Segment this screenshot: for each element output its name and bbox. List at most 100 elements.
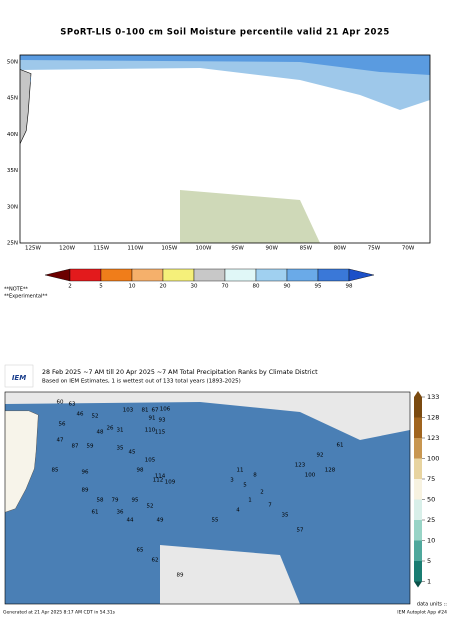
district-rank: 7 (268, 503, 272, 509)
colorbar-label: 1 (427, 578, 431, 586)
district-rank: 46 (77, 412, 84, 418)
district-rank: 49 (157, 518, 164, 524)
district-rank: 5 (243, 483, 247, 489)
colorbar-label: 10 (427, 537, 435, 545)
district-rank: 47 (57, 438, 64, 444)
district-rank: 26 (107, 426, 114, 432)
lon-label: 120W (59, 246, 75, 252)
colorbar-segment (414, 417, 422, 438)
district-rank: 96 (82, 470, 89, 476)
district-rank: 59 (87, 444, 94, 450)
district-rank: 115 (155, 430, 166, 436)
colorbar-segment (224, 268, 257, 282)
district-rank: 3 (230, 478, 234, 484)
colorbar-segment (414, 438, 422, 459)
district-rank: 11 (237, 468, 244, 474)
colorbar-end (44, 268, 71, 282)
colorbar-label: 95 (315, 284, 322, 290)
district-rank: 95 (132, 498, 139, 504)
colorbar-segment (414, 520, 422, 541)
district-rank: 52 (147, 504, 154, 510)
district-rank: 92 (317, 453, 324, 459)
lon-label: 85W (300, 246, 313, 252)
colorbar-label: 5 (427, 557, 431, 565)
lon-label: 90W (265, 246, 278, 252)
lat-label: 35N (7, 168, 18, 174)
district-rank: 62 (152, 558, 159, 564)
lon-label: 110W (127, 246, 143, 252)
district-rank: 85 (52, 468, 59, 474)
colorbar-label: 100 (427, 455, 439, 463)
colorbar-label: 50 (427, 496, 435, 504)
colorbar-segment (255, 268, 288, 282)
lon-label: 95W (231, 246, 244, 252)
lat-label: 30N (7, 204, 18, 210)
colorbar-label: 25 (427, 516, 435, 524)
soil-map (20, 55, 430, 243)
district-rank: 110 (145, 428, 156, 434)
note: **Experimental** (4, 294, 48, 300)
district-rank: 8 (253, 473, 257, 479)
district-rank: 4 (236, 508, 240, 514)
district-rank: 63 (69, 402, 76, 408)
footer-right: IEM Autoplot App #24 (397, 610, 447, 616)
colorbar-label: 90 (284, 284, 291, 290)
district-rank: 2 (260, 490, 264, 496)
district-rank: 91 (149, 416, 156, 422)
lat-label: 40N (7, 132, 18, 138)
units-label: data units :: (417, 602, 447, 608)
district-rank: 35 (117, 446, 124, 452)
lon-label: 125W (25, 246, 41, 252)
colorbar-label: 2 (68, 284, 72, 290)
district-rank: 48 (97, 430, 104, 436)
colorbar-segment (286, 268, 319, 282)
colorbar-label: 20 (160, 284, 167, 290)
colorbar-end (414, 391, 422, 397)
colorbar-label: 75 (427, 475, 435, 483)
lat-label: 50N (7, 60, 18, 66)
lon-label: 75W (368, 246, 381, 252)
lon-label: 105W (161, 246, 177, 252)
lon-label: 100W (196, 246, 212, 252)
colorbar-segment (162, 268, 195, 282)
district-rank: 89 (82, 488, 89, 494)
colorbar-label: 10 (129, 284, 136, 290)
precip-subtitle: Based on IEM Estimates, 1 is wettest out… (42, 379, 241, 385)
district-rank: 57 (297, 528, 304, 534)
colorbar-label: 5 (99, 284, 103, 290)
district-rank: 35 (282, 513, 289, 519)
district-rank: 44 (127, 518, 134, 524)
district-rank: 81 (142, 408, 149, 414)
colorbar-end (348, 268, 375, 282)
district-rank: 87 (72, 444, 79, 450)
colorbar-segment (414, 397, 422, 418)
district-rank: 128 (325, 468, 336, 474)
district-rank: 98 (137, 468, 144, 474)
district-rank: 55 (212, 518, 219, 524)
colorbar-label: 80 (253, 284, 260, 290)
district-rank: 58 (97, 498, 104, 504)
precip-title: 28 Feb 2025 ~7 AM till 20 Apr 2025 ~7 AM… (42, 369, 318, 376)
colorbar-segment (414, 458, 422, 479)
colorbar-segment (193, 268, 226, 282)
lat-label: 25N (7, 241, 18, 247)
lon-label: 70W (402, 246, 415, 252)
colorbar-segment (414, 499, 422, 520)
colorbar-segment (414, 540, 422, 561)
district-rank: 123 (295, 463, 306, 469)
lat-label: 45N (7, 96, 18, 102)
district-rank: 109 (165, 480, 176, 486)
district-rank: 45 (129, 450, 136, 456)
colorbar-segment (69, 268, 102, 282)
colorbar-segment (100, 268, 133, 282)
district-rank: 36 (117, 510, 124, 516)
footer-left: Generated at 21 Apr 2025 8:17 AM CDT in … (3, 610, 116, 616)
district-rank: 105 (145, 458, 156, 464)
district-rank: 106 (160, 407, 171, 413)
district-rank: 112 (153, 478, 164, 484)
district-rank: 31 (117, 428, 124, 434)
soil-title: SPoRT-LIS 0-100 cm Soil Moisture percent… (60, 28, 390, 38)
colorbar-label: 70 (222, 284, 229, 290)
district-rank: 1 (248, 498, 252, 504)
